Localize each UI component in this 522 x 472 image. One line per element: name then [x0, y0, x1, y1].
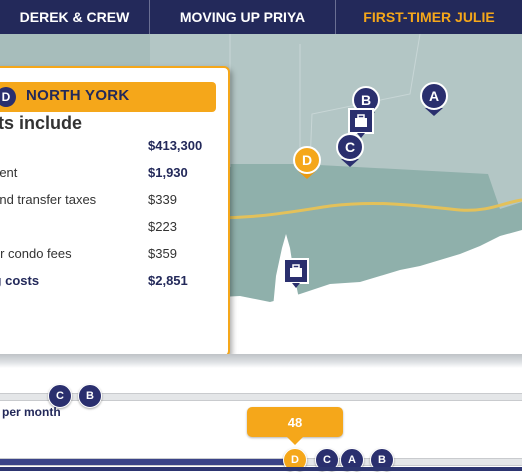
cost-label: s and transfer taxes — [0, 192, 97, 207]
cost-label: yment — [0, 165, 18, 180]
tab-moving-up-priya[interactable]: MOVING UP PRIYA — [150, 0, 336, 34]
map-pin-d[interactable]: D — [293, 146, 321, 179]
cost-value: $1,930 — [148, 165, 188, 180]
costs-heading: sts include — [0, 113, 83, 133]
map-pin-c[interactable]: C — [336, 133, 364, 167]
cost-value: $339 — [148, 192, 177, 207]
monthly-cost-track[interactable] — [0, 393, 522, 401]
svg-text:A: A — [429, 88, 439, 104]
svg-text:C: C — [345, 139, 355, 155]
slider-knob-c[interactable]: C — [48, 384, 72, 408]
cost-row-utilities: es $223 — [0, 219, 214, 241]
commute-track[interactable] — [0, 458, 522, 466]
bottom-strip — [0, 467, 522, 471]
map-pin-a[interactable]: A — [420, 82, 448, 116]
cost-value: $413,300 — [148, 138, 203, 153]
neighbourhood-map[interactable]: B A C D — [0, 34, 522, 354]
cost-value: $2,851 — [148, 273, 188, 288]
commute-track-fill — [0, 459, 290, 465]
cost-row-price: ce $413,300 — [0, 138, 214, 160]
tab-first-timer-julie[interactable]: FIRST-TIMER JULIE — [363, 9, 495, 25]
cost-value: $359 — [148, 246, 177, 261]
tab-derek-and-crew[interactable]: DEREK & CREW — [0, 0, 150, 34]
slider-value-bubble: 48 — [247, 407, 343, 445]
cost-row-total: ing costs $2,851 — [0, 273, 214, 295]
cost-label: ing costs — [0, 273, 40, 288]
slider-knob-b[interactable]: B — [78, 384, 102, 408]
panel-header: D NORTH YORK — [0, 82, 216, 112]
cost-row-condo-fees: e or condo fees $359 — [0, 246, 214, 268]
cost-row-payment: yment $1,930 — [0, 165, 214, 187]
svg-text:D: D — [302, 152, 312, 168]
cost-label: e or condo fees — [0, 246, 72, 261]
briefcase-icon[interactable] — [283, 258, 309, 288]
neighbourhood-title: NORTH YORK — [26, 87, 130, 104]
highway-401 — [199, 198, 522, 220]
briefcase-icon[interactable] — [348, 108, 374, 138]
svg-text:B: B — [361, 92, 371, 108]
map-bottom-shadow — [0, 354, 522, 368]
pin-badge-d: D — [0, 87, 16, 107]
cost-value: $223 — [148, 219, 177, 234]
neighbourhood-cost-panel: D NORTH YORK sts include ce $413,300 yme… — [0, 66, 230, 354]
per-month-caption: per month — [2, 405, 61, 419]
profile-tabs: DEREK & CREW MOVING UP PRIYA FIRST-TIMER… — [0, 0, 522, 34]
cost-row-taxes: s and transfer taxes $339 — [0, 192, 214, 214]
